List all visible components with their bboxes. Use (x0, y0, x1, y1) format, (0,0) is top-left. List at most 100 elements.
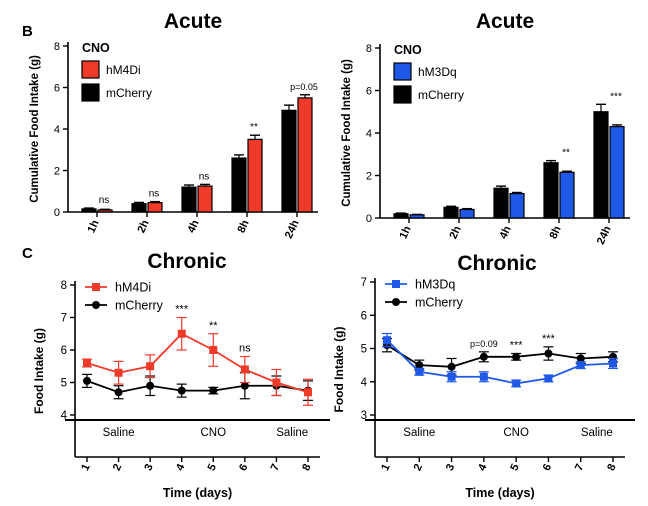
y-tick-label: 6 (61, 345, 67, 357)
data-point-mCherry (576, 354, 585, 363)
bar-hM4Di (297, 97, 313, 213)
data-point-hM3Dq (512, 379, 521, 388)
phase-label: Saline (103, 427, 135, 439)
data-point-hM3Dq (544, 374, 553, 383)
data-point-hM4Di (146, 362, 155, 371)
chart-title: Acute (476, 10, 534, 33)
bar-mCherry (131, 203, 147, 213)
y-axis-label: Cumulative Food Intake (g) (341, 59, 353, 207)
y-tick-label: 8 (366, 43, 372, 55)
chart-title: Chronic (457, 252, 537, 275)
legend-label: hM3Dq (418, 65, 457, 79)
y-tick-label: 8 (54, 41, 60, 53)
bar-mCherry (181, 186, 197, 213)
x-tick-label: 6 (237, 462, 250, 473)
legend-title: CNO (394, 43, 422, 57)
data-point-mCherry (146, 381, 155, 390)
y-tick-label: 3 (361, 410, 367, 422)
y-tick-label: 2 (366, 171, 372, 183)
significance-label: *** (510, 339, 524, 351)
significance-label: ns (99, 195, 110, 206)
panel-label-c: C (22, 245, 33, 262)
data-point-mCherry (415, 361, 424, 370)
significance-label: ns (199, 171, 210, 182)
bar-mCherry (231, 157, 247, 213)
x-axis-label: Time (days) (163, 486, 232, 500)
significance-label: ns (149, 189, 160, 200)
legend-swatch-hM3Dq (393, 62, 412, 81)
bar-hM3Dq (409, 214, 425, 219)
bar-hM4Di (97, 209, 113, 213)
legend-swatch-hM4Di (81, 60, 100, 79)
data-point-hM3Dq (415, 367, 424, 376)
y-axis-label: Food Intake (g) (332, 327, 346, 413)
y-tick-label: 5 (361, 344, 367, 356)
x-tick-label: 8 (300, 462, 313, 473)
x-tick-label: 7 (269, 462, 282, 473)
x-tick-label: 5 (206, 462, 219, 473)
legend-swatch-mCherry (393, 85, 412, 104)
x-tick-label: 1h (85, 218, 101, 235)
x-tick-label: 4h (185, 218, 201, 235)
x-tick-label: 1h (397, 224, 413, 241)
data-point-mCherry (209, 386, 218, 395)
y-tick-label: 0 (366, 213, 372, 225)
x-tick-label: 7 (573, 462, 586, 473)
legend-marker-hM3Dq (392, 280, 400, 288)
y-tick-label: 0 (54, 207, 60, 219)
legend-label: mCherry (415, 296, 464, 310)
legend-swatch-mCherry (81, 83, 100, 102)
bar-hM3Dq (509, 192, 525, 219)
y-tick-label: 7 (361, 277, 367, 289)
x-tick-label: 2 (412, 462, 425, 473)
y-tick-label: 2 (54, 166, 60, 178)
significance-label: *** (542, 333, 556, 345)
panel-label-b: B (22, 23, 33, 40)
y-tick-label: 4 (366, 128, 372, 140)
legend-label: mCherry (418, 88, 464, 102)
data-point-hM4Di (114, 368, 123, 377)
x-tick-label: 3 (142, 462, 155, 473)
phase-label: Saline (403, 427, 435, 439)
y-tick-label: 6 (366, 86, 372, 98)
legend-marker-hM4Di (92, 283, 100, 291)
series-line-hM3Dq (386, 339, 614, 385)
data-point-hM4Di (177, 329, 186, 338)
legend-label: mCherry (106, 86, 152, 100)
y-axis-label: Cumulative Food Intake (g) (29, 55, 41, 203)
data-point-mCherry (177, 386, 186, 395)
significance-label: p=0.05 (290, 82, 318, 92)
phase-label: CNO (503, 427, 529, 439)
y-tick-label: 6 (54, 83, 60, 95)
legend-label: hM4Di (106, 63, 141, 77)
legend-marker-mCherry (92, 301, 100, 309)
bar-hM3Dq (559, 171, 575, 219)
y-tick-label: 4 (361, 377, 368, 389)
data-point-hM4Di (272, 378, 281, 387)
y-tick-label: 5 (61, 378, 67, 390)
phase-label: Saline (581, 427, 613, 439)
data-point-mCherry (114, 388, 123, 397)
x-tick-label: 5 (508, 462, 521, 473)
y-tick-label: 7 (61, 313, 67, 325)
x-tick-label: 2h (447, 224, 463, 241)
data-point-hM4Di (83, 359, 91, 367)
x-tick-label: 6 (541, 462, 554, 473)
x-tick-label: 1 (379, 462, 392, 473)
data-point-hM3Dq (576, 361, 585, 370)
data-point-hM3Dq (479, 372, 488, 381)
y-tick-label: 8 (61, 280, 67, 292)
data-point-mCherry (83, 376, 91, 385)
data-point-mCherry (512, 352, 521, 361)
legend-label: hM3Dq (415, 278, 455, 292)
data-point-mCherry (544, 349, 553, 358)
legend-label: mCherry (115, 299, 164, 313)
bar-mCherry (281, 109, 297, 213)
x-tick-label: 2 (111, 462, 124, 473)
bar-hM3Dq (459, 208, 475, 219)
bar-mCherry (593, 111, 609, 219)
bar-hM4Di (247, 138, 263, 213)
legend-marker-mCherry (392, 298, 400, 306)
chart-chronic-hm4di: Chronic 4 5 6 7 8 Food Intake (g) 1 2 3 4 5 6 7 8 Time … (32, 250, 330, 500)
